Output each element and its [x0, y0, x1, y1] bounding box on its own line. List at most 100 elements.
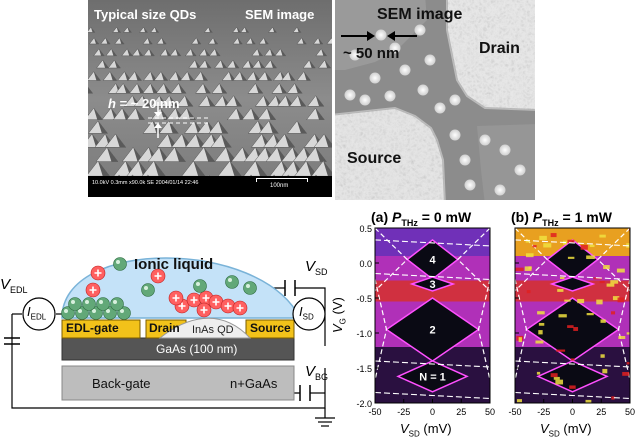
gaas-label: GaAs (100 nm) — [156, 342, 237, 356]
x-axis-label-b: VSD (mV) — [540, 421, 592, 439]
map-noise — [539, 236, 547, 240]
map-noise — [554, 377, 560, 380]
map-noise — [567, 325, 574, 328]
sem-typical-label: Typical size QDs — [94, 7, 196, 22]
diamond-label: 2 — [429, 325, 435, 337]
sem-image-label-left: SEM image — [245, 7, 314, 22]
anion — [97, 298, 110, 311]
x-tick-label: 50 — [625, 407, 635, 417]
x-tick-label: 25 — [596, 407, 606, 417]
y-tick-label: -1.0 — [356, 329, 372, 339]
anion-highlight — [113, 300, 117, 304]
i-sd-label: ISD — [299, 304, 314, 322]
map-noise — [587, 313, 594, 315]
map-noise — [569, 385, 576, 388]
inas-qd-label: InAs QD — [192, 324, 234, 336]
map-noise — [539, 323, 544, 326]
sem-image-qds: Typical size QDs SEM image h = ~ 20 nm 1… — [88, 0, 332, 197]
qd-dot — [360, 95, 371, 106]
map-noise — [573, 327, 578, 331]
x-tick-label: 50 — [485, 407, 495, 417]
diamond-label: 4 — [429, 255, 436, 267]
qd-dot — [370, 73, 381, 84]
anion — [244, 282, 257, 295]
substrate-label: n+GaAs — [230, 376, 277, 391]
y-tick-label: -0.5 — [356, 294, 372, 304]
scale-bar — [256, 178, 308, 182]
qd-dot — [500, 145, 511, 156]
source-label-sem: Source — [347, 150, 401, 168]
edl-gate-label: EDL-gate — [66, 321, 119, 335]
x-tick-label: -50 — [508, 407, 521, 417]
map-noise — [519, 337, 522, 342]
map-noise — [517, 399, 522, 402]
anion-highlight — [228, 278, 232, 282]
anion — [83, 298, 96, 311]
anion-highlight — [116, 260, 120, 264]
qd-dot — [460, 155, 471, 166]
anion — [69, 298, 82, 311]
map-noise — [571, 358, 575, 360]
map-noise — [601, 319, 606, 322]
map-noise — [618, 297, 625, 302]
map-noise — [607, 284, 615, 287]
map-noise — [516, 268, 524, 272]
qd-dot — [345, 90, 356, 101]
ionic-liquid-label: Ionic liquid — [134, 256, 213, 273]
map-noise — [581, 245, 588, 250]
map-noise — [537, 311, 545, 314]
anion-highlight — [71, 300, 75, 304]
map-noise — [603, 265, 610, 269]
drain-label: Drain — [149, 321, 180, 335]
map-noise — [537, 372, 540, 375]
anion-highlight — [99, 300, 103, 304]
x-tick-label: 0 — [430, 407, 435, 417]
qd-dot — [450, 130, 461, 141]
map-noise — [568, 257, 574, 259]
map-noise — [556, 350, 565, 352]
map-noise — [600, 281, 605, 283]
qd-dot — [418, 85, 429, 96]
dot-size-arrows — [339, 26, 419, 46]
diamond-label: 3 — [429, 279, 435, 291]
anion — [114, 258, 127, 271]
scale-bar-label: 100nm — [270, 183, 288, 189]
map-noise — [527, 290, 531, 293]
map-noise — [577, 299, 584, 303]
qd-dot — [515, 165, 526, 176]
back-gate-label: Back-gate — [92, 376, 151, 391]
map-noise — [602, 369, 607, 373]
map-noise — [551, 233, 557, 237]
map-noise — [610, 280, 618, 284]
qd-dot — [435, 103, 446, 114]
device-schematic: Ionic liquid EDL-gate Drain InAs QD Sour… — [0, 218, 345, 434]
map-noise — [618, 336, 625, 339]
map-noise — [627, 332, 630, 334]
map-noise — [533, 245, 537, 247]
height-marker — [148, 100, 228, 140]
v-edl-label: VEDL — [0, 276, 28, 295]
v-sd-label: VSD — [305, 258, 328, 277]
drain-label-sem: Drain — [479, 40, 520, 58]
y-tick-label: 0.5 — [359, 224, 372, 234]
source-label: Source — [250, 321, 291, 335]
map-noise — [596, 300, 602, 305]
sem-info-bar: 10.0kV 0.3mm x90.0k SE 2004/01/14 22:46 — [92, 180, 198, 186]
map-noise — [590, 245, 595, 247]
anion — [142, 284, 155, 297]
map-noise — [557, 289, 563, 292]
map-noise — [538, 330, 542, 334]
v-bg-label: VBG — [305, 363, 328, 382]
x-tick-label: 25 — [456, 407, 466, 417]
i-edl-label: IEDL — [27, 304, 46, 322]
map-noise — [551, 373, 558, 377]
map-noise — [611, 311, 615, 314]
map-noise — [622, 372, 629, 376]
map-noise — [525, 266, 532, 271]
qd-dot — [385, 91, 396, 102]
map-noise — [555, 380, 563, 385]
diamond-label: N = 1 — [419, 371, 446, 383]
map-noise — [560, 277, 565, 279]
anion-highlight — [64, 309, 68, 313]
